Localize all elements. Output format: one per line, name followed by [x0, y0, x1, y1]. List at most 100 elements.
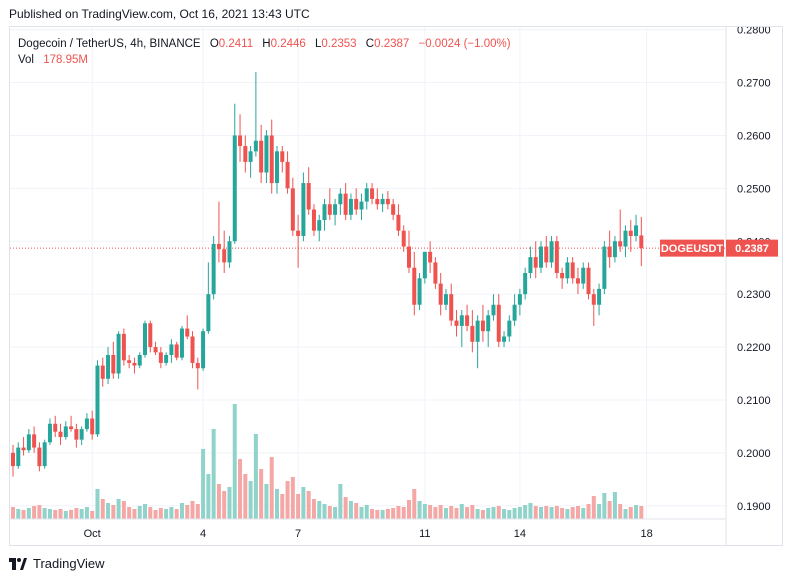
candle-body: [317, 220, 322, 231]
candlestick-chart[interactable]: 0.28000.27000.26000.25000.24000.23000.22…: [10, 27, 783, 546]
candle-body: [454, 320, 459, 326]
candle-body: [153, 347, 158, 353]
candle-body: [612, 241, 617, 258]
volume-bar: [496, 506, 501, 519]
candle-body: [185, 328, 190, 337]
volume-bar: [491, 507, 496, 519]
open-value: 0.2411: [218, 38, 254, 50]
candle-body: [422, 251, 427, 279]
candle-body: [206, 294, 211, 332]
volume-bar: [422, 504, 427, 519]
candle-body: [248, 151, 253, 162]
candle-body: [438, 283, 443, 305]
volume-bar: [475, 509, 480, 519]
candle-body: [58, 431, 63, 437]
candle-body: [238, 135, 243, 147]
candle-body: [628, 230, 633, 236]
volume-bar: [570, 507, 575, 519]
candle-body: [195, 362, 200, 369]
time-axis[interactable]: Oct 4 7 11 14 18: [84, 528, 653, 540]
tradingview-logo-icon[interactable]: [9, 557, 27, 570]
candles: [11, 71, 644, 477]
volume-bar: [37, 505, 42, 519]
volume-bar: [480, 510, 485, 519]
candle-body: [53, 423, 58, 432]
footer-brand[interactable]: TradingView: [33, 556, 105, 571]
candle-body: [380, 198, 385, 205]
candle-body: [618, 241, 623, 247]
candle-body: [443, 294, 448, 305]
candle-body: [554, 241, 559, 273]
chart-area[interactable]: 0.28000.27000.26000.25000.24000.23000.22…: [9, 26, 783, 546]
volume-bar: [322, 504, 327, 519]
candle-body: [486, 315, 491, 332]
candle-body: [322, 204, 327, 221]
volume-bar: [275, 489, 279, 519]
volume-bar: [259, 469, 264, 519]
price-axis[interactable]: 0.28000.27000.26000.25000.24000.23000.22…: [737, 27, 771, 513]
candle-body: [570, 262, 575, 279]
volume-bar: [253, 434, 258, 519]
price-tag-symbol: DOGEUSDT: [661, 243, 724, 255]
candle-body: [11, 452, 15, 467]
volume-bar: [343, 497, 348, 519]
candle-body: [311, 209, 316, 231]
volume-bar: [206, 474, 211, 519]
volume-bar: [106, 503, 111, 519]
candle-body: [179, 328, 184, 358]
candle-body: [417, 278, 422, 305]
volume-bar: [222, 491, 227, 519]
grid: [10, 27, 726, 519]
candle-body: [338, 193, 343, 205]
volume-bar: [443, 508, 448, 519]
volume-bar: [338, 484, 343, 519]
candle-body: [42, 442, 47, 467]
volume-bar: [354, 503, 359, 519]
candle-body: [116, 333, 121, 374]
candle-body: [407, 246, 411, 268]
candle-body: [359, 201, 364, 210]
time-tick-label: 4: [200, 528, 206, 540]
volume-bar: [143, 504, 147, 519]
candle-body: [211, 243, 216, 295]
volume-bar: [554, 506, 559, 519]
volume-bar: [195, 504, 200, 519]
volume-bar: [317, 501, 322, 519]
candle-body: [132, 362, 137, 366]
price-tick-label: 0.2300: [737, 289, 771, 301]
volume-bar: [90, 511, 95, 519]
volume-bar: [348, 501, 353, 519]
volume-bar: [179, 503, 184, 519]
candle-body: [533, 257, 538, 268]
volume-bar: [290, 477, 295, 519]
price-tick-label: 0.2800: [737, 27, 771, 37]
volume-bar: [385, 509, 390, 519]
candle-body: [121, 333, 126, 361]
volume-bar: [311, 499, 316, 519]
volume-bar: [137, 506, 142, 519]
candle-body: [269, 135, 274, 184]
volume-bar: [512, 508, 517, 519]
volume-bar: [560, 508, 565, 519]
volume-bar: [127, 507, 132, 519]
candle-body: [602, 246, 607, 289]
candle-body: [586, 267, 591, 295]
volume-bar: [216, 484, 221, 519]
volume-bar: [243, 474, 248, 519]
candle-body: [565, 262, 570, 279]
candle-body: [591, 294, 596, 305]
candle-body: [528, 257, 533, 273]
symbol-label: Dogecoin / TetherUS, 4h, BINANCE: [18, 38, 201, 50]
volume-bar: [47, 509, 52, 519]
candle-body: [459, 315, 464, 326]
chart-legend: Dogecoin / TetherUS, 4h, BINANCE O0.2411…: [18, 36, 511, 68]
volume-bar: [544, 506, 549, 519]
volume-bar: [539, 507, 543, 519]
candle-body: [496, 304, 501, 342]
volume-bar: [507, 510, 512, 519]
candle-body: [259, 140, 264, 173]
candle-body: [581, 267, 586, 284]
volume-bar: [607, 501, 612, 519]
candle-body: [137, 355, 142, 366]
candle-body: [634, 225, 639, 236]
